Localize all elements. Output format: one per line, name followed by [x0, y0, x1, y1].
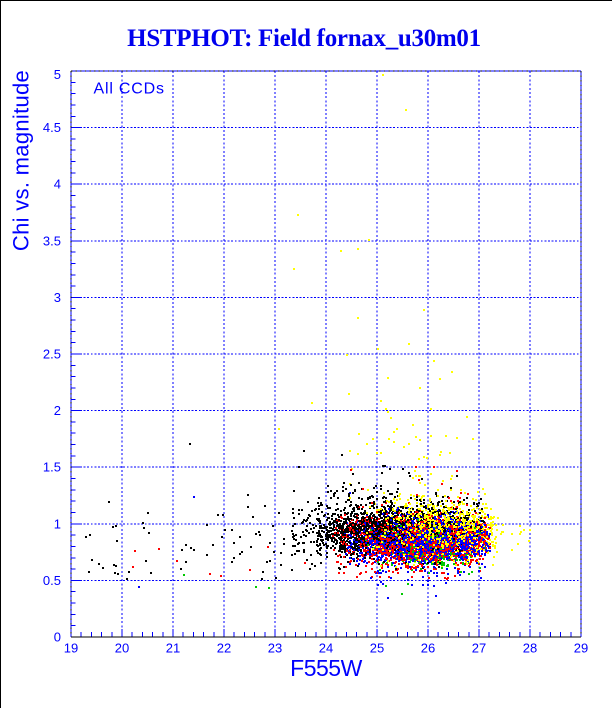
svg-text:4: 4 — [54, 177, 61, 192]
svg-text:2.5: 2.5 — [43, 347, 61, 362]
svg-text:22: 22 — [217, 641, 231, 656]
svg-text:20: 20 — [115, 641, 129, 656]
svg-text:3.5: 3.5 — [43, 233, 61, 248]
svg-text:26: 26 — [421, 641, 435, 656]
svg-text:Chi vs. magnitude: Chi vs. magnitude — [9, 70, 34, 251]
svg-text:0: 0 — [54, 630, 61, 645]
svg-text:HSTPHOT: Field fornax_u30m01: HSTPHOT: Field fornax_u30m01 — [127, 25, 481, 52]
svg-text:2: 2 — [54, 403, 61, 418]
svg-text:1.5: 1.5 — [43, 460, 61, 475]
svg-text:4.5: 4.5 — [43, 120, 61, 135]
svg-text:27: 27 — [472, 641, 486, 656]
svg-text:5: 5 — [54, 67, 61, 82]
svg-text:19: 19 — [64, 641, 78, 656]
svg-text:24: 24 — [319, 641, 333, 656]
svg-text:All CCDs: All CCDs — [94, 81, 165, 98]
svg-text:23: 23 — [268, 641, 282, 656]
svg-text:F555W: F555W — [290, 655, 362, 681]
svg-text:21: 21 — [166, 641, 180, 656]
svg-text:0.5: 0.5 — [43, 573, 61, 588]
svg-text:28: 28 — [523, 641, 537, 656]
svg-text:29: 29 — [574, 641, 588, 656]
svg-text:1: 1 — [54, 516, 61, 531]
svg-text:3: 3 — [54, 290, 61, 305]
svg-text:25: 25 — [370, 641, 384, 656]
